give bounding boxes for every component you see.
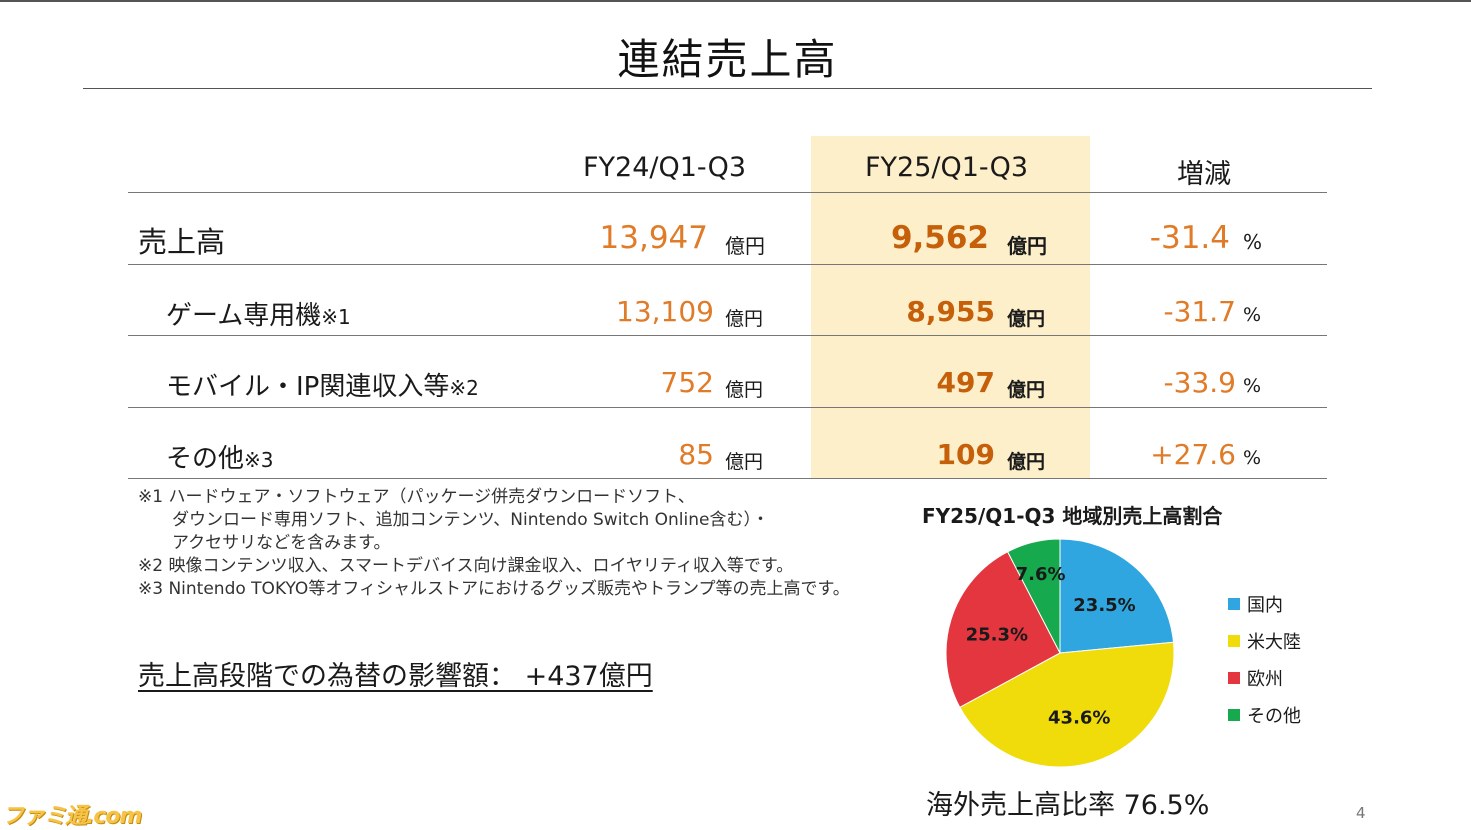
regional-sales-pie-chart: 23.5% 43.6% 25.3% 7.6%	[945, 538, 1175, 768]
legend-swatch	[1228, 708, 1240, 721]
pie-slice-label: 23.5%	[1073, 595, 1135, 616]
header-curr-period: FY25/Q1-Q3	[865, 152, 1029, 183]
prev-value: 13,109	[616, 295, 714, 328]
percent-label: %	[1243, 375, 1262, 397]
percent-label: %	[1243, 230, 1263, 254]
footnote: ※2 映像コンテンツ収入、スマートデバイス向け課金収入、ロイヤリティ収入等です。	[138, 556, 794, 576]
row-label-text: その他	[166, 444, 245, 474]
fx-impact-note: 売上高段階での為替の影響額： +437億円	[138, 661, 653, 692]
row-label: 売上高	[138, 225, 226, 259]
header-change: 増減	[1177, 159, 1231, 190]
row-label-text: モバイル・IP関連収入等	[166, 372, 450, 402]
legend-label: その他	[1247, 705, 1301, 727]
prev-value: 752	[660, 366, 714, 399]
footnote: アクセサリなどを含みます。	[138, 533, 391, 553]
pie-slice-label: 7.6%	[1016, 564, 1066, 585]
row-label: その他※3	[166, 438, 274, 475]
legend-item: その他	[1228, 696, 1301, 733]
header-prev-period: FY24/Q1-Q3	[583, 152, 747, 183]
curr-value: 9,562	[890, 220, 989, 256]
legend-item: 国内	[1228, 585, 1301, 622]
curr-value: 8,955	[906, 295, 995, 328]
unit-label: 億円	[1007, 451, 1046, 473]
legend-label: 欧州	[1247, 668, 1283, 690]
prev-value: 13,947	[599, 220, 708, 256]
row-note: ※1	[321, 305, 351, 329]
chart-title: FY25/Q1-Q3 地域別売上高割合	[922, 504, 1223, 528]
legend-swatch	[1228, 597, 1240, 610]
legend-swatch	[1228, 634, 1240, 647]
page-title: 連結売上高	[617, 35, 838, 84]
unit-label: 億円	[725, 451, 764, 473]
table-rule	[128, 407, 1327, 408]
page-number: 4	[1356, 804, 1366, 822]
row-label-text: ゲーム専用機	[166, 301, 322, 331]
table-rule	[128, 192, 1327, 193]
pie-slice	[945, 551, 1061, 708]
overseas-sales-ratio: 海外売上高比率 76.5%	[926, 790, 1210, 821]
row-note: ※3	[244, 448, 274, 472]
percent-label: %	[1243, 304, 1262, 326]
change-value: -31.7	[1163, 295, 1236, 328]
footnotes: ※1 ハードウェア・ソフトウェア（パッケージ併売ダウンロードソフト、 ダウンロー…	[138, 486, 850, 601]
unit-label: 億円	[1007, 308, 1046, 330]
prev-value: 85	[678, 438, 714, 471]
change-value: +27.6	[1150, 438, 1236, 471]
top-border	[0, 0, 1471, 2]
pie-slice	[1059, 538, 1175, 654]
change-value: -31.4	[1149, 220, 1230, 256]
chart-legend: 国内 米大陸 欧州 その他	[1228, 585, 1301, 733]
unit-label: 億円	[725, 308, 764, 330]
pie-slice	[1006, 538, 1061, 654]
pie-slice	[959, 641, 1175, 768]
table-rule	[128, 264, 1327, 265]
watermark-logo: ファミ通.com	[2, 804, 142, 829]
footnote: ※3 Nintendo TOKYO等オフィシャルストアにおけるグッズ販売やトラン…	[138, 579, 850, 599]
unit-label: 億円	[725, 234, 765, 258]
curr-value: 497	[936, 366, 995, 399]
legend-label: 米大陸	[1247, 631, 1301, 653]
unit-label: 億円	[1007, 379, 1046, 401]
unit-label: 億円	[725, 379, 764, 401]
legend-item: 欧州	[1228, 659, 1301, 696]
footnote: ※1 ハードウェア・ソフトウェア（パッケージ併売ダウンロードソフト、	[138, 487, 695, 507]
footnote: ダウンロード専用ソフト、追加コンテンツ、Nintendo Switch Onli…	[138, 510, 769, 530]
curr-value: 109	[936, 438, 995, 471]
legend-swatch	[1228, 671, 1240, 684]
pie-slice-label: 25.3%	[966, 625, 1028, 646]
change-value: -33.9	[1163, 366, 1236, 399]
pie-slice-label: 43.6%	[1048, 707, 1110, 728]
row-note: ※2	[449, 376, 479, 400]
table-rule	[128, 478, 1327, 479]
current-period-highlight	[811, 136, 1090, 479]
table-rule	[128, 335, 1327, 336]
percent-label: %	[1243, 447, 1262, 469]
legend-item: 米大陸	[1228, 622, 1301, 659]
row-label: ゲーム専用機※1	[166, 295, 351, 332]
unit-label: 億円	[1007, 234, 1047, 258]
title-divider	[83, 88, 1372, 89]
row-label: モバイル・IP関連収入等※2	[166, 366, 479, 403]
legend-label: 国内	[1247, 594, 1283, 616]
